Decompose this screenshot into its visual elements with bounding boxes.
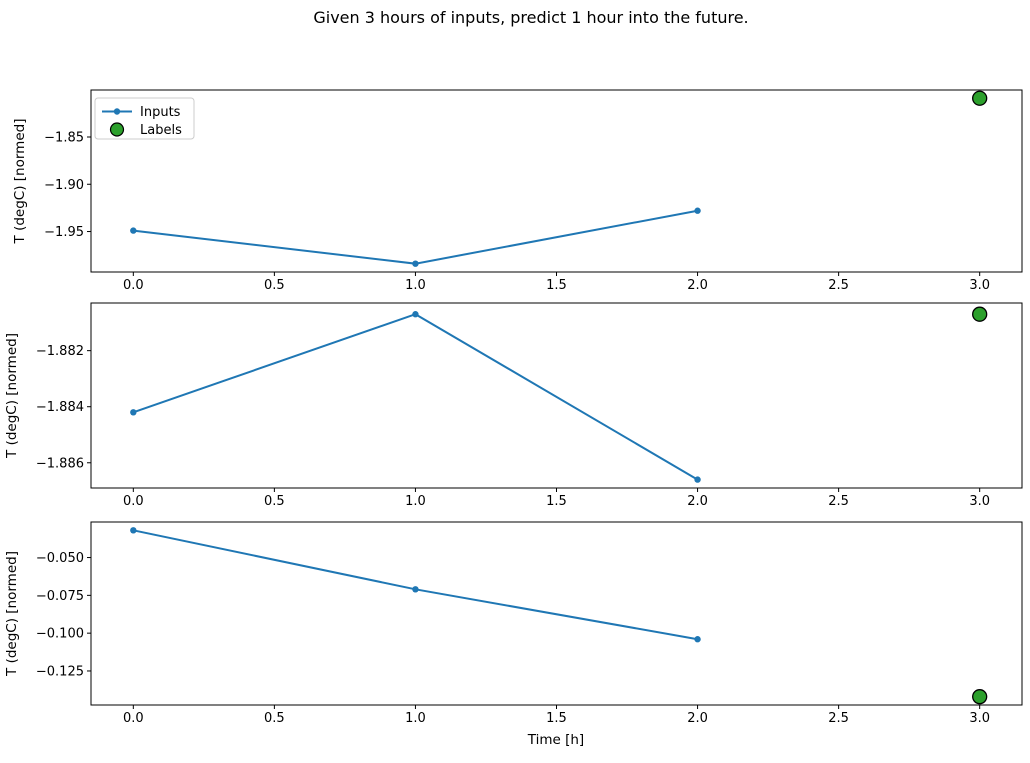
x-tick-label: 1.5: [546, 494, 567, 509]
inputs-line: [132, 313, 699, 481]
legend-label-labels: Labels: [140, 123, 182, 138]
inputs-marker: [130, 409, 137, 416]
x-tick-label: 1.5: [546, 278, 567, 293]
x-tick-label: 1.5: [546, 711, 567, 726]
x-tick-label: 2.5: [828, 278, 849, 293]
y-tick-label: −0.100: [36, 627, 84, 642]
y-axis-label: T (degC) [normed]: [12, 119, 28, 245]
y-tick-label: −1.95: [44, 225, 84, 240]
labels-marker: [972, 90, 988, 106]
x-tick-label: 2.0: [687, 494, 708, 509]
x-tick-label: 1.0: [405, 711, 426, 726]
inputs-marker: [130, 227, 137, 234]
labels-marker: [972, 306, 988, 322]
figure-title: Given 3 hours of inputs, predict 1 hour …: [313, 8, 748, 27]
subplots-group: 0.0 0.5 1.0 1.5 2.0 2.5 3.0 −1.85 −1.90 −1.95 T (d…: [4, 89, 1023, 726]
inputs-marker: [694, 476, 701, 483]
inputs-marker: [694, 636, 701, 643]
x-axis-label: Time [h]: [527, 732, 584, 748]
legend-labels-marker-sample: [109, 122, 125, 137]
x-tick-label: 0.5: [264, 494, 285, 509]
plot-frame: [90, 89, 1023, 273]
subplot-2: 0.0 0.5 1.0 1.5 2.0 2.5 3.0 −1.882 −1.884 −1.886 T…: [4, 302, 1023, 509]
x-tick-label: 2.0: [687, 711, 708, 726]
inputs-marker: [412, 260, 419, 267]
x-tick-label: 0.5: [264, 278, 285, 293]
y-tick-label: −0.050: [36, 551, 84, 566]
x-tick-label: 2.5: [828, 494, 849, 509]
x-tick-label: 2.0: [687, 278, 708, 293]
inputs-marker: [694, 207, 701, 214]
y-tick-label: −1.886: [36, 456, 84, 471]
inputs-line: [133, 209, 698, 265]
y-axis-label: T (degC) [normed]: [4, 333, 20, 459]
legend-inputs-marker-sample: [113, 108, 121, 115]
inputs-marker: [412, 586, 419, 593]
subplot-3: 0.0 0.5 1.0 1.5 2.0 2.5 3.0 −0.050 −0.075 −0.100 −…: [4, 521, 1023, 726]
y-tick-label: −1.90: [44, 178, 84, 193]
y-tick-label: −1.882: [36, 344, 84, 359]
y-tick-label: −0.075: [36, 589, 84, 604]
x-tick-label: 0.0: [123, 494, 144, 509]
x-tick-label: 3.0: [969, 711, 990, 726]
plot-frame: [90, 302, 1023, 489]
x-tick-label: 3.0: [969, 494, 990, 509]
y-tick-label: −1.85: [44, 130, 84, 145]
y-axis-label: T (degC) [normed]: [4, 551, 20, 677]
x-tick-label: 2.5: [828, 711, 849, 726]
legend: Inputs Labels: [94, 97, 195, 140]
labels-marker: [972, 689, 988, 705]
y-tick-label: −0.125: [36, 664, 84, 679]
x-tick-label: 0.0: [123, 711, 144, 726]
y-tick-label: −1.884: [36, 400, 84, 415]
x-tick-label: 1.0: [405, 494, 426, 509]
legend-label-inputs: Inputs: [140, 105, 181, 120]
subplot-1: 0.0 0.5 1.0 1.5 2.0 2.5 3.0 −1.85 −1.90 −1.95 T (d…: [12, 89, 1023, 293]
x-tick-label: 1.0: [405, 278, 426, 293]
x-tick-label: 3.0: [969, 278, 990, 293]
x-tick-label: 0.5: [264, 711, 285, 726]
inputs-marker: [130, 527, 137, 534]
inputs-marker: [412, 311, 419, 318]
inputs-line: [133, 529, 698, 641]
x-tick-label: 0.0: [123, 278, 144, 293]
